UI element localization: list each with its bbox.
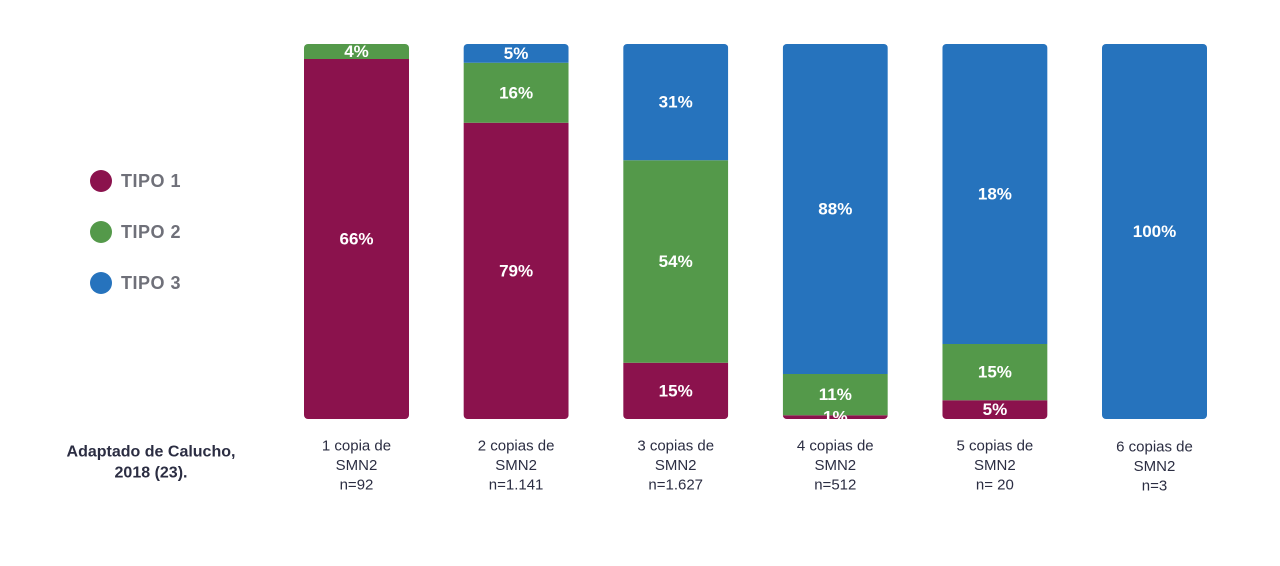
category-label-line: SMN2	[336, 457, 378, 474]
category-label-line: n=1.627	[648, 477, 703, 494]
bar-segment-tipo-1-col-3	[623, 362, 729, 419]
bar-segment-tipo-3-col-3	[623, 44, 729, 161]
category-label-line: 6 copias de	[1116, 439, 1193, 456]
category-label-line: 5 copias de	[957, 438, 1034, 455]
bar-value-label: 66%	[339, 230, 373, 249]
legend-swatch-icon	[90, 221, 112, 243]
bar-value-label: 15%	[659, 381, 693, 400]
category-label-line: 1 copia de	[322, 438, 391, 455]
category-labels: 1 copia de SMN2 n=92 2 copias de SMN2 n=1.141…	[322, 438, 1193, 495]
bar-value-label: 15%	[978, 363, 1012, 382]
category-label-line: 3 copias de	[637, 438, 714, 455]
legend-label: TIPO 1	[121, 171, 181, 191]
legend-label: TIPO 2	[121, 222, 181, 242]
category-label-line: SMN2	[1134, 458, 1176, 475]
bars: 66% 4% 79% 16% 5% 15% 54% 31% 1% 11% 88% 5% 15% 18% 10…	[304, 42, 1207, 427]
bar-value-label: 1%	[823, 408, 848, 427]
source-note: Adaptado de Calucho, 2018 (23).	[67, 444, 236, 482]
bar-segment-tipo-3-col-5	[942, 44, 1048, 344]
source-note-line: Adaptado de Calucho,	[67, 444, 236, 461]
legend-item-tipo-2: TIPO 2	[90, 221, 181, 243]
bar-value-label: 100%	[1133, 222, 1176, 241]
category-label-line: n=512	[814, 477, 856, 494]
bar-column-4: 1% 11% 88%	[782, 44, 888, 427]
bar-value-label: 54%	[659, 252, 693, 271]
bar-value-label: 11%	[819, 385, 852, 404]
bar-segment-tipo-1-col-5	[942, 400, 1048, 419]
bar-column-1: 66% 4%	[304, 42, 409, 419]
bar-segment-tipo-3-col-2	[463, 44, 569, 63]
category-label-line: n=1.141	[489, 477, 544, 494]
bar-segment-tipo-2-col-5	[942, 344, 1048, 401]
bar-value-label: 5%	[983, 400, 1008, 419]
legend-swatch-icon	[90, 170, 112, 192]
category-label-line: SMN2	[495, 457, 537, 474]
bar-value-label: 4%	[344, 42, 369, 61]
bar-value-label: 88%	[818, 200, 852, 219]
bar-value-label: 31%	[659, 93, 693, 112]
bar-segment-tipo-1-col-4	[782, 415, 888, 419]
legend-swatch-icon	[90, 272, 112, 294]
bar-value-label: 16%	[499, 83, 533, 102]
category-label-line: SMN2	[655, 457, 697, 474]
category-label-line: 4 copias de	[797, 438, 874, 455]
bar-segment-tipo-2-col-3	[623, 160, 729, 363]
legend: TIPO 1 TIPO 2 TIPO 3	[90, 170, 181, 294]
bar-value-label: 18%	[978, 185, 1012, 204]
bar-column-3: 15% 54% 31%	[623, 44, 729, 419]
category-label-line: SMN2	[814, 457, 856, 474]
bar-value-label: 79%	[499, 261, 533, 280]
category-label-line: n=92	[340, 477, 374, 494]
bar-segment-tipo-3-col-6	[1102, 44, 1207, 419]
bar-segment-tipo-1-col-1	[304, 59, 409, 419]
bar-segment-tipo-1-col-2	[463, 122, 569, 419]
bar-column-6: 100%	[1102, 44, 1207, 419]
bar-segment-tipo-3-col-4	[782, 44, 888, 374]
bar-segment-tipo-2-col-1	[304, 44, 409, 59]
bar-column-5: 5% 15% 18%	[942, 44, 1048, 419]
legend-item-tipo-3: TIPO 3	[90, 272, 181, 294]
category-label-line: n=3	[1142, 478, 1167, 495]
category-label-line: 2 copias de	[478, 438, 555, 455]
legend-label: TIPO 3	[121, 273, 181, 293]
bar-column-2: 79% 16% 5%	[463, 44, 569, 419]
legend-item-tipo-1: TIPO 1	[90, 170, 181, 192]
bar-segment-tipo-2-col-2	[463, 62, 569, 123]
bar-value-label: 5%	[504, 44, 529, 63]
bar-segment-tipo-2-col-4	[782, 374, 888, 416]
category-label-line: SMN2	[974, 457, 1016, 474]
source-note-line: 2018 (23).	[115, 465, 188, 482]
category-label-line: n= 20	[976, 477, 1014, 494]
